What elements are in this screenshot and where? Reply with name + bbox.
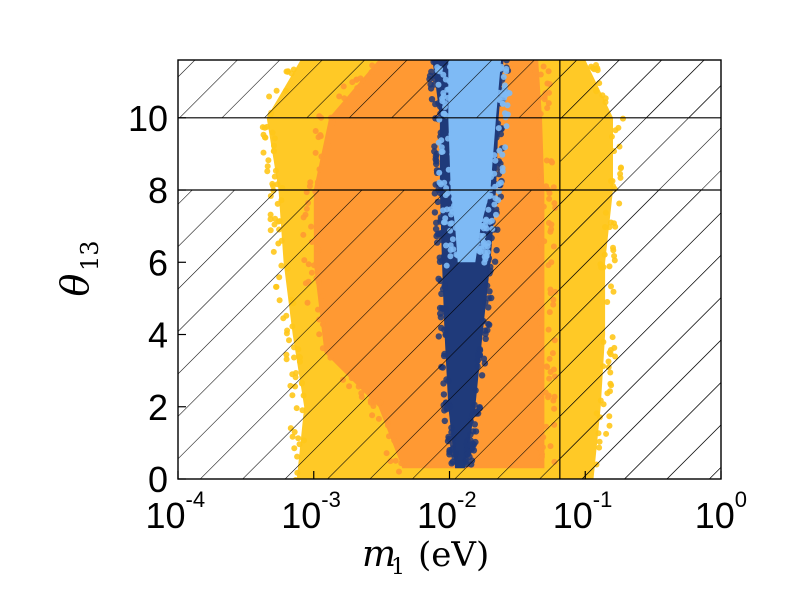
x-tick-exponent: 0 xyxy=(735,487,747,512)
yellow-points-dot xyxy=(264,163,271,170)
x-tick-base: 10 xyxy=(417,495,457,536)
x-axis-symbol: m xyxy=(362,534,396,575)
y-axis-subscript: 13 xyxy=(76,240,104,271)
y-axis-label: θ 13 xyxy=(53,240,104,296)
x-tick-label: 10 -3 xyxy=(281,487,341,536)
light-blue-points-dot xyxy=(492,157,499,164)
yellow-points-dot xyxy=(271,173,278,180)
orange-points-dot xyxy=(325,142,332,149)
orange-points-dot xyxy=(537,174,544,181)
light-blue-points-dot xyxy=(449,179,456,186)
light-blue-points-dot xyxy=(498,179,504,186)
yellow-points-dot xyxy=(271,142,277,149)
x-tick-exponent: -2 xyxy=(457,487,477,512)
x-tick-base: 10 xyxy=(695,495,735,536)
light-blue-points-dot xyxy=(499,168,506,175)
orange-points-dot xyxy=(312,128,319,134)
light-blue-points-dot xyxy=(441,179,448,186)
yellow-points-dot xyxy=(264,168,271,175)
light-blue-points-dot xyxy=(445,135,451,142)
excluded-m1-above xyxy=(559,60,721,479)
light-blue-points-dot xyxy=(502,144,509,151)
orange-points-dot xyxy=(329,120,336,127)
x-axis-unit: (eV) xyxy=(418,535,489,575)
yellow-points-dot xyxy=(269,129,276,136)
yellow-points-dot xyxy=(279,184,286,191)
x-tick-exponent: -3 xyxy=(321,487,341,512)
light-blue-points-dot xyxy=(438,149,445,155)
light-blue-points-dot xyxy=(491,152,498,159)
orange-points-dot xyxy=(316,166,323,173)
orange-points-dot xyxy=(317,133,324,140)
light-blue-points-dot xyxy=(488,174,494,180)
x-axis-ticks: 10 -4 10 -3 10 -2 10 -1 10 0 xyxy=(146,471,747,536)
yellow-points-dot xyxy=(272,167,279,174)
yellow-points-dot xyxy=(271,135,278,142)
light-blue-points-dot xyxy=(448,131,455,138)
orange-points-dot xyxy=(312,149,319,156)
dark-blue-points-dot xyxy=(431,143,438,150)
hatch-layer xyxy=(178,60,721,479)
light-blue-points-dot xyxy=(445,166,452,173)
orange-points-dot xyxy=(550,184,557,191)
x-tick-base: 10 xyxy=(281,495,321,536)
y-tick-label: 4 xyxy=(148,315,168,356)
y-axis-symbol: θ xyxy=(53,273,97,296)
x-tick-exponent: -1 xyxy=(593,487,613,512)
orange-points-dot xyxy=(314,179,321,186)
orange-points-dot xyxy=(543,157,550,164)
yellow-points-dot xyxy=(270,182,276,189)
reference-lines xyxy=(178,60,721,479)
light-blue-points-dot xyxy=(503,123,510,130)
y-tick-label: 0 xyxy=(148,459,168,500)
light-blue-points-dot xyxy=(499,151,506,158)
yellow-points-dot xyxy=(260,149,267,156)
y-axis-ticks: 0 2 4 6 8 10 xyxy=(128,98,186,500)
yellow-points-dot xyxy=(270,148,277,155)
orange-points-dot xyxy=(543,183,550,190)
light-blue-points-dot xyxy=(435,139,442,146)
yellow-points-dot xyxy=(265,157,272,164)
light-blue-points-dot xyxy=(450,170,457,176)
yellow-points-dot xyxy=(262,134,269,141)
dark-blue-points-dot xyxy=(431,148,438,155)
light-blue-points-dot xyxy=(495,125,502,132)
x-tick-label: 10 -1 xyxy=(553,487,613,536)
x-tick-base: 10 xyxy=(553,495,593,536)
y-tick-label: 2 xyxy=(148,387,168,428)
x-axis-subscript: 1 xyxy=(391,555,405,580)
y-tick-label: 6 xyxy=(148,242,168,283)
plot-area xyxy=(178,60,721,479)
x-tick-base: 10 xyxy=(146,495,186,536)
yellow-points-dot xyxy=(274,181,281,188)
dark-blue-points-dot xyxy=(493,134,500,141)
yellow-points-dot xyxy=(264,123,270,130)
y-tick-label: 10 xyxy=(128,98,168,139)
orange-points-dot xyxy=(318,153,325,160)
light-blue-points-dot xyxy=(436,169,443,176)
light-blue-points-dot xyxy=(487,140,494,147)
dark-blue-points-dot xyxy=(433,158,440,165)
light-blue-points-dot xyxy=(449,151,456,158)
x-tick-label: 10 0 xyxy=(695,487,747,536)
x-tick-label: 10 -4 xyxy=(146,487,206,536)
light-blue-points-dot xyxy=(496,147,503,154)
orange-points-dot xyxy=(549,159,556,166)
x-axis-label: m 1 (eV) xyxy=(362,534,489,580)
light-blue-points-dot xyxy=(487,169,494,176)
light-blue-points-dot xyxy=(492,183,499,190)
orange-points-dot xyxy=(306,183,313,190)
light-blue-points-dot xyxy=(436,179,443,186)
x-tick-exponent: -4 xyxy=(186,487,206,512)
x-tick-label: 10 -2 xyxy=(417,487,477,536)
y-tick-label: 8 xyxy=(148,170,168,211)
